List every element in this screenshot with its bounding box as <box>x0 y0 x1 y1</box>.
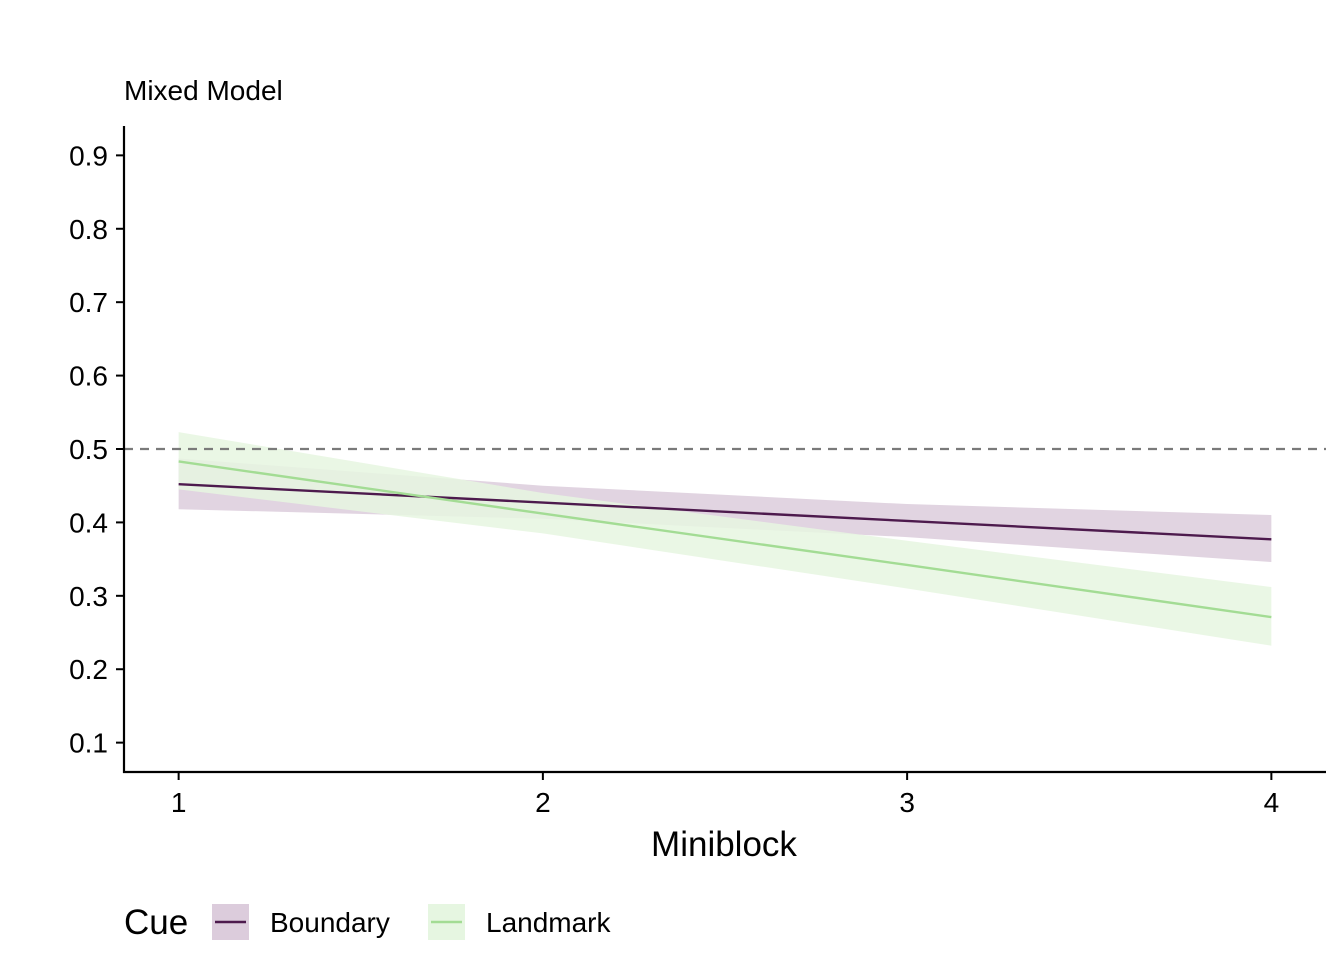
y-tick-label: 0.7 <box>69 287 108 318</box>
y-tick-label: 0.4 <box>69 507 108 538</box>
series-line-boundary <box>178 483 1272 541</box>
y-tick-label: 0.6 <box>69 361 108 392</box>
chart-title: Mixed Model <box>124 75 283 106</box>
x-axis-label: Miniblock <box>651 825 797 864</box>
legend: Cue Boundary Landmark <box>124 903 612 942</box>
legend-label-landmark: Landmark <box>486 907 612 938</box>
legend-title: Cue <box>124 903 188 942</box>
axes: 0.1 0.2 0.3 0.4 0.5 0.6 0.7 0.8 0.9 1 2 3 4 <box>69 126 1326 818</box>
y-tick-label: 0.8 <box>69 214 108 245</box>
y-tick-label: 0.5 <box>69 434 108 465</box>
series-lines <box>178 460 1272 619</box>
y-tick-label: 0.1 <box>69 728 108 759</box>
y-tick-label: 0.3 <box>69 581 108 612</box>
x-tick-label: 1 <box>171 787 187 818</box>
series-line-landmark <box>178 460 1272 619</box>
y-tick-label: 0.2 <box>69 654 108 685</box>
x-tick-label: 2 <box>535 787 551 818</box>
x-tick-label: 3 <box>899 787 915 818</box>
y-tick-label: 0.9 <box>69 140 108 171</box>
legend-label-boundary: Boundary <box>270 907 390 938</box>
x-tick-label: 4 <box>1264 787 1280 818</box>
